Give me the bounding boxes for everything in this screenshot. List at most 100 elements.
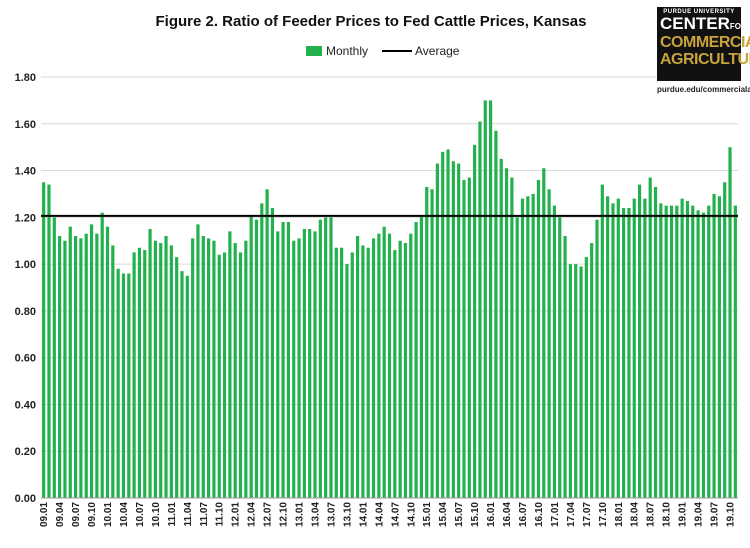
x-tick-label: 17.07 [582, 502, 593, 527]
x-tick-label: 17.10 [598, 502, 609, 527]
bar [685, 200, 690, 498]
bar [100, 212, 104, 498]
y-tick-label: 1.20 [15, 212, 36, 224]
y-tick-label: 0.60 [15, 353, 36, 365]
bar [270, 207, 275, 498]
bar [520, 198, 525, 498]
bars [42, 100, 737, 499]
bar [334, 247, 338, 498]
bar [68, 226, 72, 498]
logo-center-text: CENTER [660, 14, 730, 33]
bar [313, 231, 317, 498]
bar [355, 236, 360, 499]
x-tick-label: 09.07 [71, 502, 82, 527]
bar [467, 177, 471, 499]
legend-monthly-label: Monthly [326, 44, 368, 58]
legend-average-label: Average [415, 44, 460, 58]
x-tick-label: 15.01 [422, 502, 433, 527]
x-tick-label: 14.10 [406, 502, 417, 527]
x-tick-label: 18.07 [646, 502, 657, 527]
bar [606, 196, 610, 499]
chart-title: Figure 2. Ratio of Feeder Prices to Fed … [156, 13, 587, 30]
bar [542, 168, 546, 498]
bar [143, 250, 147, 498]
bar [329, 217, 333, 499]
bar [350, 252, 354, 498]
bar [324, 217, 328, 499]
bar [345, 264, 349, 498]
bar [387, 233, 392, 498]
center-for-commercial-agriculture-logo: PURDUE UNIVERSITY CENTERFOR COMMERCIAL A… [657, 7, 750, 81]
bar [260, 203, 264, 499]
bar [547, 189, 551, 498]
bar [398, 240, 402, 498]
x-tick-label: 10.04 [119, 502, 130, 527]
bar [127, 273, 131, 498]
x-tick-label: 10.01 [103, 502, 114, 527]
bar [462, 179, 466, 498]
x-tick-label: 15.04 [438, 502, 449, 527]
bar [659, 203, 663, 499]
bar [52, 217, 56, 499]
bar [73, 236, 78, 499]
bar [361, 245, 365, 498]
bar [622, 207, 626, 498]
bar [340, 247, 344, 498]
logo-commercial-text: COMMERCIAL [660, 34, 750, 51]
bar [191, 238, 195, 498]
bar [95, 233, 99, 498]
bar [403, 243, 408, 498]
bar [111, 245, 115, 498]
bar [563, 236, 567, 499]
bar [473, 144, 477, 499]
y-axis-ticks: 0.00 0.20 0.40 0.60 0.80 1.00 1.20 1.40 1.60 1.80 [15, 72, 36, 505]
bar [531, 193, 535, 498]
bar [451, 161, 455, 498]
bar [637, 184, 642, 499]
y-tick-label: 0.40 [15, 399, 36, 411]
bar [712, 193, 716, 498]
bar [393, 250, 397, 498]
bar [510, 177, 514, 499]
bar [175, 257, 179, 498]
bar [488, 100, 493, 498]
bar [568, 264, 572, 498]
bar [233, 243, 237, 498]
bar [584, 257, 588, 498]
bar [281, 222, 285, 498]
x-tick-label: 13.01 [295, 502, 306, 527]
bar [526, 196, 530, 499]
logo-url: purdue.edu/commercialag [657, 85, 750, 94]
y-tick-label: 0.80 [15, 306, 36, 318]
bar [180, 271, 184, 498]
logo-agriculture-text: AGRICULTURE [660, 51, 750, 68]
bar [558, 217, 562, 499]
x-tick-label: 12.01 [231, 502, 242, 527]
bar [297, 238, 301, 498]
x-tick-label: 13.07 [326, 502, 337, 527]
x-tick-label: 12.07 [263, 502, 274, 527]
bar [137, 247, 142, 498]
bar [483, 100, 487, 498]
bar [132, 252, 136, 498]
bar [84, 233, 88, 498]
bar [265, 189, 269, 498]
bar [414, 222, 418, 498]
y-tick-label: 1.80 [15, 72, 36, 84]
bar [254, 219, 259, 498]
x-tick-label: 09.10 [87, 502, 98, 527]
bar [222, 252, 227, 498]
bar [89, 224, 94, 498]
bar [664, 205, 668, 498]
bar [717, 196, 721, 499]
logo-for-text: FOR [729, 22, 747, 31]
bar [238, 252, 243, 498]
x-tick-label: 14.04 [374, 502, 385, 527]
bar [723, 182, 727, 498]
x-tick-label: 16.01 [486, 502, 497, 527]
bar [212, 240, 216, 498]
bar [377, 233, 381, 498]
x-tick-label: 18.04 [630, 502, 641, 527]
bar [121, 273, 126, 498]
x-tick-label: 14.01 [358, 502, 369, 527]
